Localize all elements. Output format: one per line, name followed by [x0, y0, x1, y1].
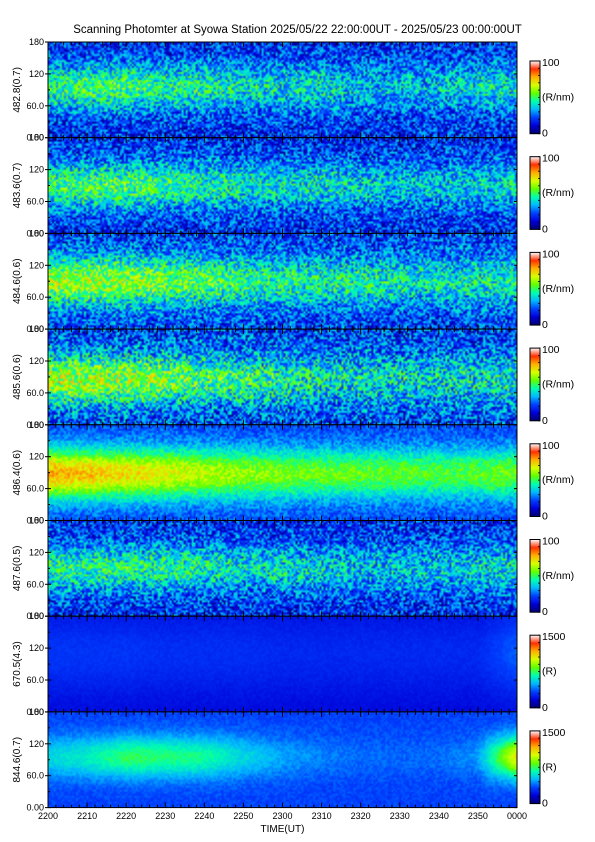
y-tick-label: 0.00: [26, 611, 44, 621]
colorbar-max-label: 100: [542, 248, 560, 260]
x-tick-label: 2200: [38, 811, 58, 821]
x-tick-label: 2250: [233, 811, 253, 821]
colorbar-unit-label: (R/nm): [542, 283, 574, 295]
colorbar-max-label: 100: [542, 344, 560, 356]
chart-title: Scanning Photomter at Syowa Station 2025…: [73, 24, 522, 36]
y-axis-label-1: 482.8(0.7): [12, 67, 23, 113]
colorbar-max-label: 100: [542, 536, 560, 548]
colorbar-unit-label: (R/nm): [542, 91, 574, 103]
y-tick-label: 180: [29, 420, 44, 430]
y-tick-label: 60.0: [26, 484, 44, 494]
y-tick-label: 0.00: [26, 133, 44, 143]
x-tick-label: 2240: [194, 811, 214, 821]
heatmap-panel-4: [48, 329, 517, 425]
y-tick-label: 120: [29, 739, 44, 749]
y-tick-label: 0.00: [26, 228, 44, 238]
colorbar-min-label: 0: [542, 798, 548, 810]
heatmap-panel-1: [48, 42, 517, 138]
y-tick-label: 180: [29, 516, 44, 526]
y-tick-label: 180: [29, 324, 44, 334]
colorbar-min-label: 0: [542, 223, 548, 235]
y-tick-label: 120: [29, 260, 44, 270]
heatmap-panel-6: [48, 520, 517, 617]
colorbar-max-label: 100: [542, 153, 560, 165]
y-tick-label: 120: [29, 452, 44, 462]
heatmap-panel-3: [48, 233, 517, 330]
y-tick-label: 180: [29, 707, 44, 717]
y-tick-label: 180: [29, 133, 44, 143]
y-axis-label-6: 487.6(0.5): [12, 546, 23, 592]
y-tick-label: 60.0: [26, 771, 44, 781]
colorbar-min-label: 0: [542, 415, 548, 427]
x-tick-label: 2310: [312, 811, 332, 821]
x-tick-label: 2350: [468, 811, 488, 821]
colorbar-unit-label: (R/nm): [542, 187, 574, 199]
y-tick-label: 60.0: [26, 292, 44, 302]
colorbar-min-label: 0: [542, 511, 548, 523]
y-tick-label: 0.00: [26, 803, 44, 813]
x-axis-label: TIME(UT): [261, 824, 305, 835]
y-tick-label: 120: [29, 356, 44, 366]
x-tick-label: 2330: [390, 811, 410, 821]
heatmap-panel-7: [48, 616, 517, 712]
y-axis-label-3: 484.6(0.6): [12, 258, 23, 304]
colorbar-min-label: 0: [542, 319, 548, 331]
y-tick-label: 60.0: [26, 101, 44, 111]
y-tick-label: 0.00: [26, 420, 44, 430]
colorbar-max-label: 100: [542, 440, 560, 452]
x-tick-label: 2220: [116, 811, 136, 821]
y-tick-label: 0.00: [26, 516, 44, 526]
x-tick-label: 0000: [507, 811, 527, 821]
y-tick-label: 60.0: [26, 388, 44, 398]
x-tick-label: 2230: [155, 811, 175, 821]
y-tick-label: 0.00: [26, 324, 44, 334]
x-tick-label: 2320: [351, 811, 371, 821]
heatmap-panel-5: [48, 424, 517, 521]
colorbar-unit-label: (R/nm): [542, 474, 574, 486]
y-tick-label: 180: [29, 228, 44, 238]
heatmap-panel-8: [48, 711, 517, 808]
y-tick-label: 60.0: [26, 197, 44, 207]
heatmap-panel-2: [48, 137, 517, 234]
y-axis-label-2: 483.6(0.7): [12, 163, 23, 209]
colorbar-unit-label: (R/nm): [542, 570, 574, 582]
y-tick-label: 120: [29, 643, 44, 653]
y-tick-label: 120: [29, 69, 44, 79]
colorbar-min-label: 0: [542, 702, 548, 714]
y-tick-label: 60.0: [26, 675, 44, 685]
y-tick-label: 180: [29, 611, 44, 621]
colorbar-unit-label: (R/nm): [542, 378, 574, 390]
y-axis-label-4: 485.6(0.6): [12, 354, 23, 400]
y-tick-label: 180: [29, 37, 44, 47]
y-tick-label: 120: [29, 547, 44, 557]
colorbar-min-label: 0: [542, 606, 548, 618]
colorbar-max-label: 1500: [542, 631, 566, 643]
colorbar-max-label: 100: [542, 57, 560, 69]
colorbar-unit-label: (R): [542, 666, 557, 678]
y-axis-label-8: 844.6(0.7): [12, 737, 23, 783]
x-tick-label: 2210: [77, 811, 97, 821]
x-tick-label: 2300: [272, 811, 292, 821]
y-tick-label: 60.0: [26, 579, 44, 589]
colorbar-unit-label: (R): [542, 761, 557, 773]
colorbar-max-label: 1500: [542, 727, 566, 739]
y-axis-label-5: 486.4(0.6): [12, 450, 23, 496]
colorbar-min-label: 0: [542, 128, 548, 140]
y-axis-label-7: 670.5(4.3): [12, 641, 23, 687]
y-tick-label: 120: [29, 165, 44, 175]
y-tick-label: 0.00: [26, 707, 44, 717]
x-tick-label: 2340: [429, 811, 449, 821]
